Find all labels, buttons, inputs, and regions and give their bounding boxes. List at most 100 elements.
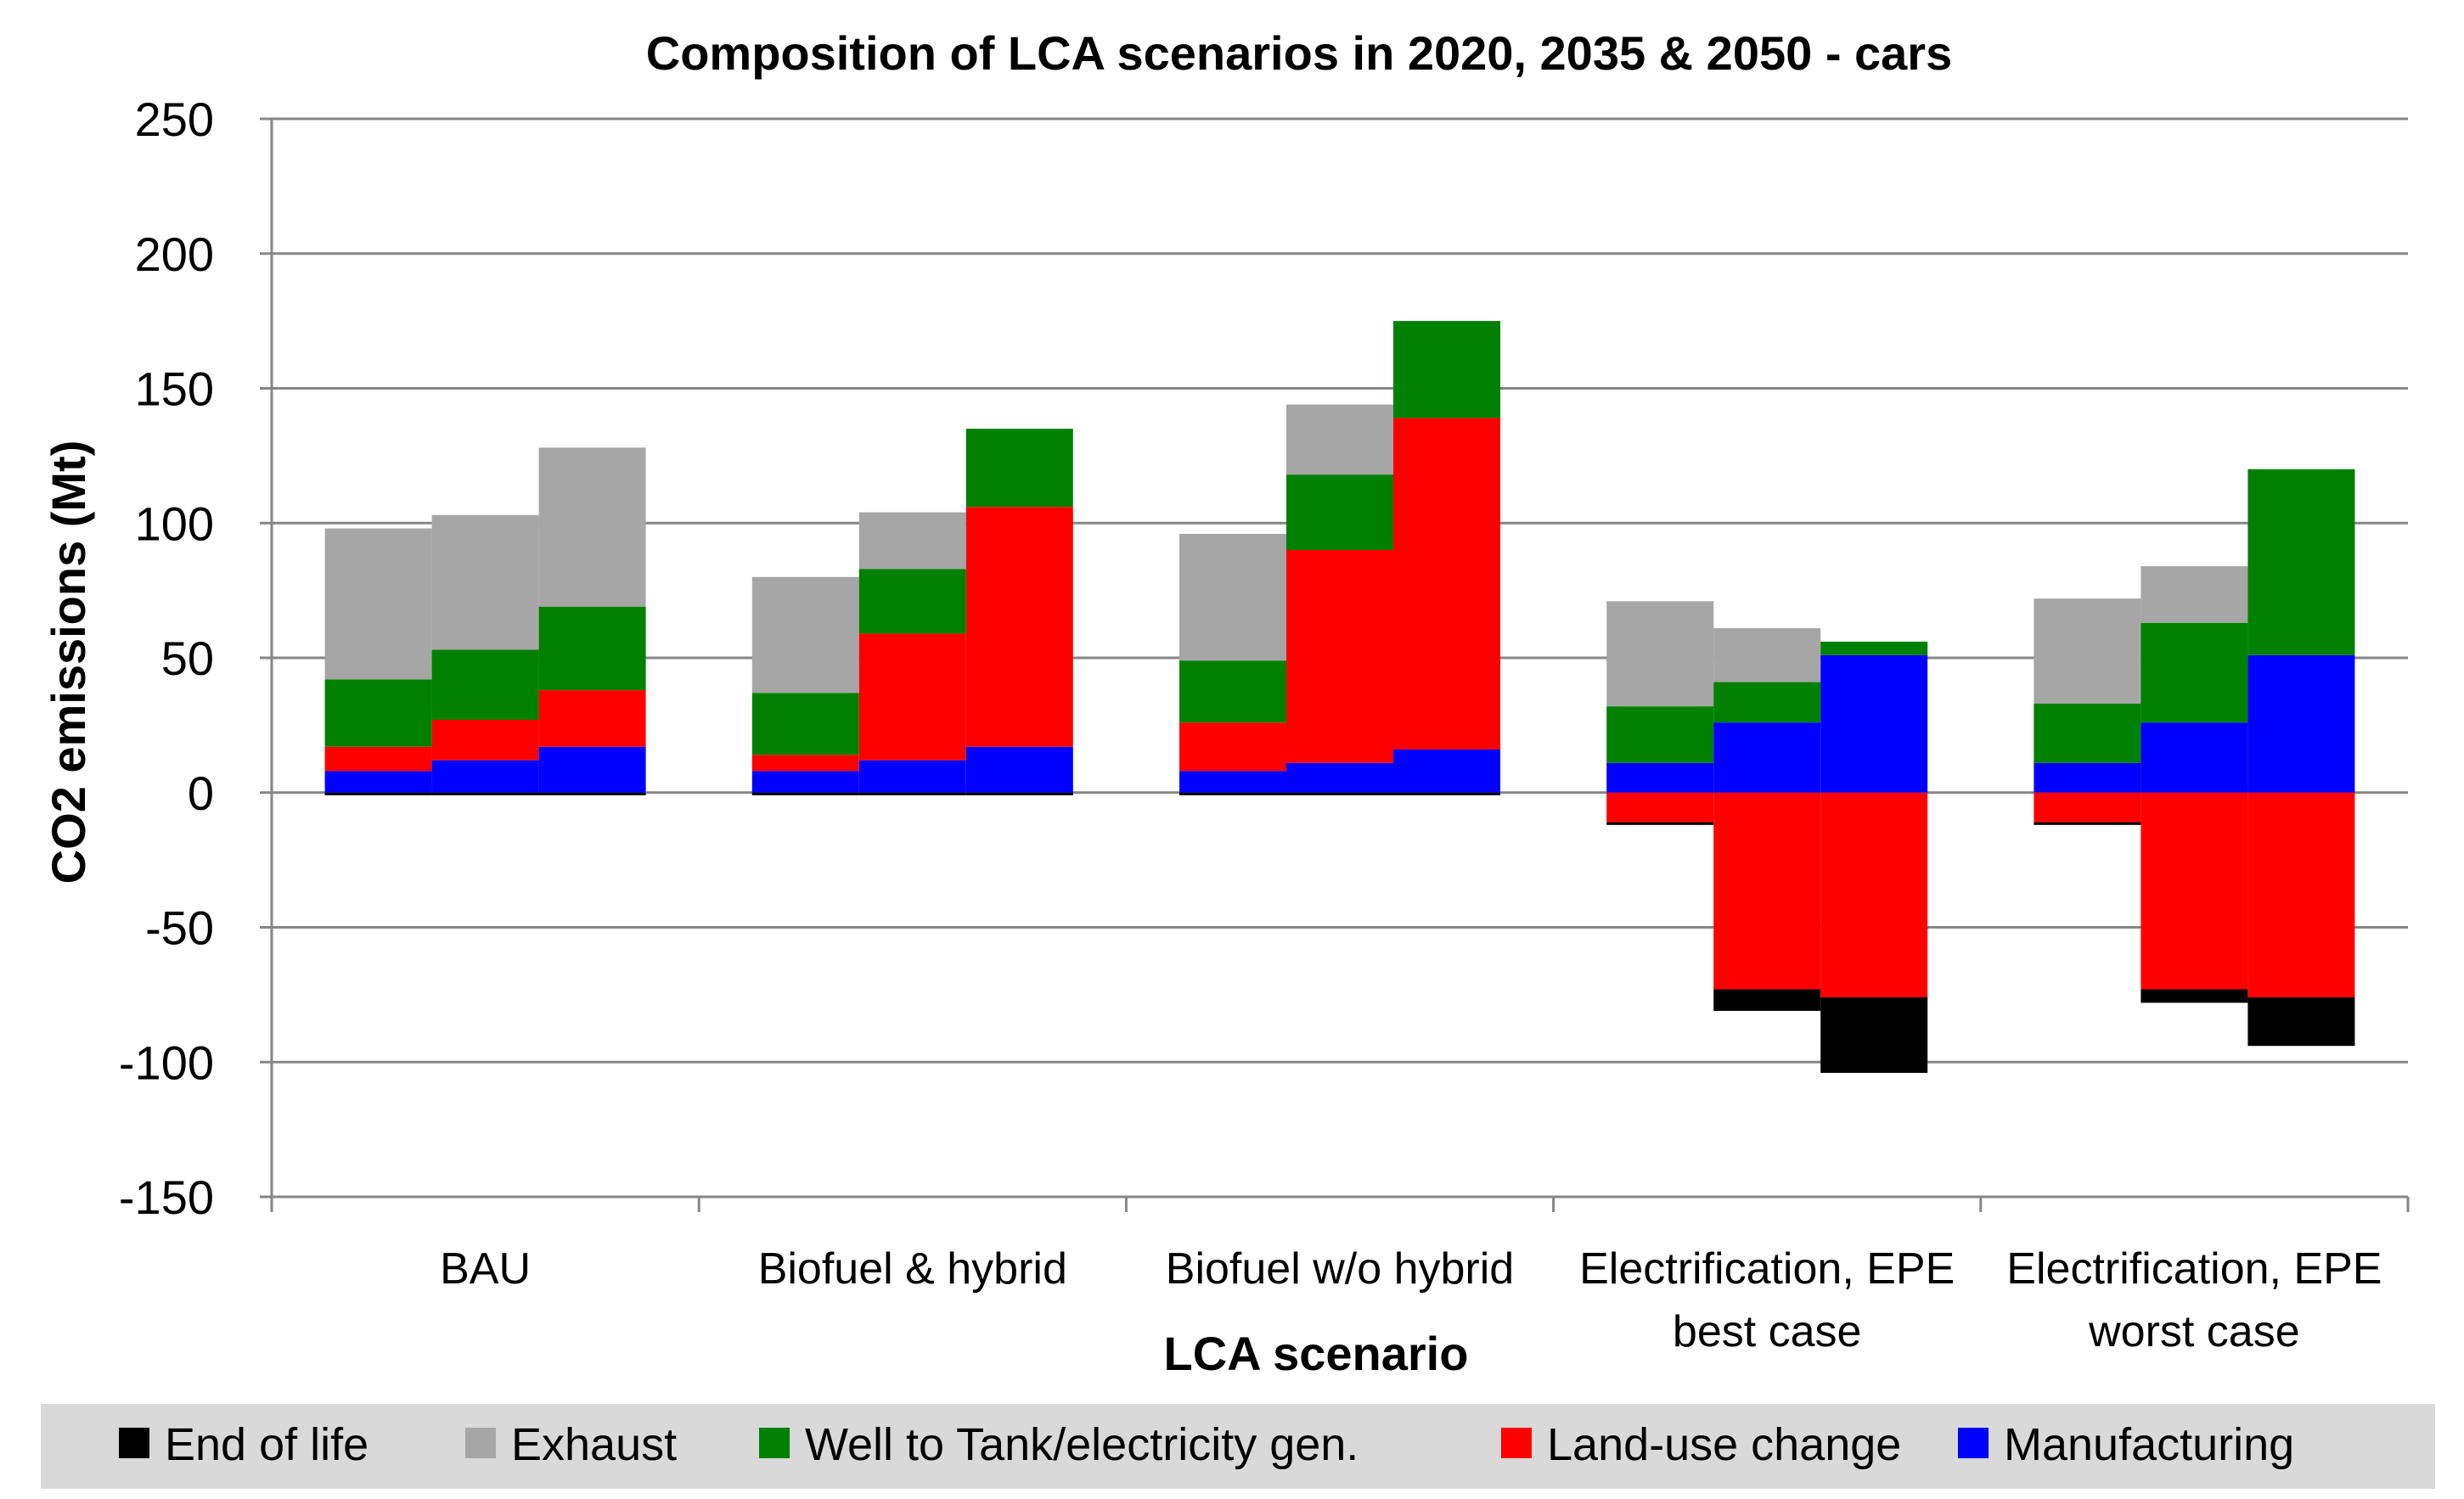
bar-segment-manufacturing — [1713, 722, 1821, 793]
bar-segment-well-to-tank-electricity-gen- — [2247, 469, 2355, 655]
bar-segment-land-use-change — [858, 633, 966, 761]
bar-segment-well-to-tank-electricity-gen- — [858, 569, 966, 634]
bar-segment-land-use-change — [324, 746, 432, 772]
bar-segment-exhaust — [1286, 404, 1393, 475]
bar-segment-exhaust — [1606, 601, 1714, 707]
bar-segment-end-of-life — [2247, 997, 2355, 1047]
bar-segment-well-to-tank-electricity-gen- — [1179, 660, 1286, 723]
bar-segment-well-to-tank-electricity-gen- — [2034, 703, 2141, 763]
bar-segment-end-of-life — [1820, 997, 1928, 1073]
y-tick-label: 100 — [135, 497, 214, 550]
legend-label: End of life — [165, 1419, 368, 1470]
bar-segment-exhaust — [751, 576, 859, 693]
bar-segment-exhaust — [538, 447, 646, 607]
bar-segment-exhaust — [324, 528, 432, 680]
legend-label: Manufacturing — [2004, 1419, 2294, 1470]
bar-segment-manufacturing — [1179, 771, 1286, 793]
bar-segment-exhaust — [431, 514, 539, 650]
x-category-label: Electrification, EPE — [1579, 1244, 1955, 1294]
bar-segment-end-of-life — [2141, 989, 2248, 1003]
legend-label: Well to Tank/electricity gen. — [805, 1419, 1359, 1470]
y-tick-label: 50 — [161, 632, 214, 685]
bar-segment-well-to-tank-electricity-gen- — [751, 693, 859, 755]
x-category-label: Biofuel & hybrid — [758, 1244, 1067, 1294]
bar-segment-land-use-change — [538, 690, 646, 747]
bar-segment-manufacturing — [1820, 654, 1928, 793]
bar-segment-manufacturing — [965, 746, 1073, 793]
x-category-label: Electrification, EPE — [2006, 1244, 2382, 1294]
bar-segment-land-use-change — [2034, 792, 2141, 822]
chart-title: Composition of LCA scenarios in 2020, 20… — [646, 26, 1953, 80]
bar-segment-end-of-life — [324, 792, 432, 795]
bar-segment-end-of-life — [1713, 989, 1821, 1011]
legend-swatch — [119, 1428, 149, 1458]
bar-segment-well-to-tank-electricity-gen- — [965, 429, 1073, 508]
bar-segment-well-to-tank-electricity-gen- — [1820, 641, 1928, 655]
bar-segment-exhaust — [1713, 628, 1821, 682]
y-tick-label: 200 — [135, 227, 214, 281]
y-tick-label: 0 — [188, 766, 214, 820]
x-axis-title: LCA scenario — [1164, 1327, 1469, 1380]
bar-segment-end-of-life — [1393, 792, 1500, 795]
bar-segment-land-use-change — [1713, 792, 1821, 990]
y-tick-label: -150 — [119, 1171, 214, 1224]
bar-segment-manufacturing — [431, 760, 539, 793]
bar-segment-exhaust — [858, 512, 966, 570]
bar-segment-manufacturing — [858, 760, 966, 793]
bar-segment-land-use-change — [1286, 550, 1393, 763]
y-axis-title: CO2 emissions (Mt) — [42, 441, 95, 884]
bar-segment-exhaust — [2141, 566, 2248, 623]
bar-segment-exhaust — [1179, 533, 1286, 661]
bar-segment-manufacturing — [1606, 762, 1714, 793]
bar-segment-well-to-tank-electricity-gen- — [1606, 706, 1714, 763]
legend-label: Exhaust — [511, 1419, 677, 1470]
bar-segment-well-to-tank-electricity-gen- — [1393, 321, 1500, 418]
bar-segment-end-of-life — [1606, 822, 1714, 825]
x-category-label: Biofuel w/o hybrid — [1166, 1244, 1514, 1294]
bar-segment-well-to-tank-electricity-gen- — [431, 649, 539, 721]
bar-segment-end-of-life — [751, 792, 859, 795]
bar-segment-end-of-life — [965, 792, 1073, 795]
y-tick-label: 150 — [135, 362, 214, 416]
bar-segment-land-use-change — [965, 507, 1073, 747]
x-category-labels: BAU Biofuel & hybrid Biofuel w/o hybrid Ele… — [440, 1244, 2382, 1356]
axes — [260, 117, 2410, 1212]
bar-segment-end-of-life — [538, 792, 646, 795]
bar-segment-land-use-change — [1179, 722, 1286, 772]
bar-segment-well-to-tank-electricity-gen- — [1286, 474, 1393, 550]
legend-swatch — [759, 1428, 790, 1458]
y-tick-labels: -150 -100 -50 0 50 100 150 200 250 — [119, 93, 214, 1224]
bar-segment-manufacturing — [538, 746, 646, 793]
legend-swatch — [1501, 1428, 1532, 1458]
bar-segment-manufacturing — [2034, 762, 2141, 793]
legend: End of life Exhaust Well to Tank/electrici… — [41, 1404, 2435, 1489]
bar-segment-end-of-life — [1179, 792, 1286, 795]
bar-segment-land-use-change — [431, 720, 539, 761]
legend-swatch — [465, 1428, 496, 1458]
bar-segment-land-use-change — [2141, 792, 2248, 990]
bar-segment-manufacturing — [2247, 654, 2355, 793]
bar-segment-well-to-tank-electricity-gen- — [324, 679, 432, 747]
bar-segment-end-of-life — [1286, 792, 1393, 795]
x-category-label: best case — [1673, 1307, 1862, 1356]
bar-segment-end-of-life — [2034, 822, 2141, 825]
y-tick-label: -50 — [145, 901, 214, 955]
y-tick-label: 250 — [135, 93, 214, 146]
legend-label: Land-use change — [1547, 1419, 1901, 1470]
bar-segment-well-to-tank-electricity-gen- — [538, 606, 646, 691]
bar-segment-land-use-change — [1393, 418, 1500, 750]
bar-segment-land-use-change — [1606, 792, 1714, 822]
bar-segment-manufacturing — [751, 771, 859, 793]
bar-segment-manufacturing — [1286, 762, 1393, 793]
x-category-label: BAU — [440, 1244, 531, 1294]
bar-segment-land-use-change — [751, 755, 859, 772]
bar-segment-well-to-tank-electricity-gen- — [2141, 622, 2248, 723]
bar-segment-manufacturing — [324, 771, 432, 793]
bar-segment-exhaust — [2034, 598, 2141, 704]
legend-swatch — [1958, 1428, 1989, 1458]
bar-segment-manufacturing — [2141, 722, 2248, 793]
bar-segment-end-of-life — [858, 792, 966, 795]
x-category-label: worst case — [2088, 1307, 2300, 1356]
bar-segments — [324, 321, 2355, 1073]
